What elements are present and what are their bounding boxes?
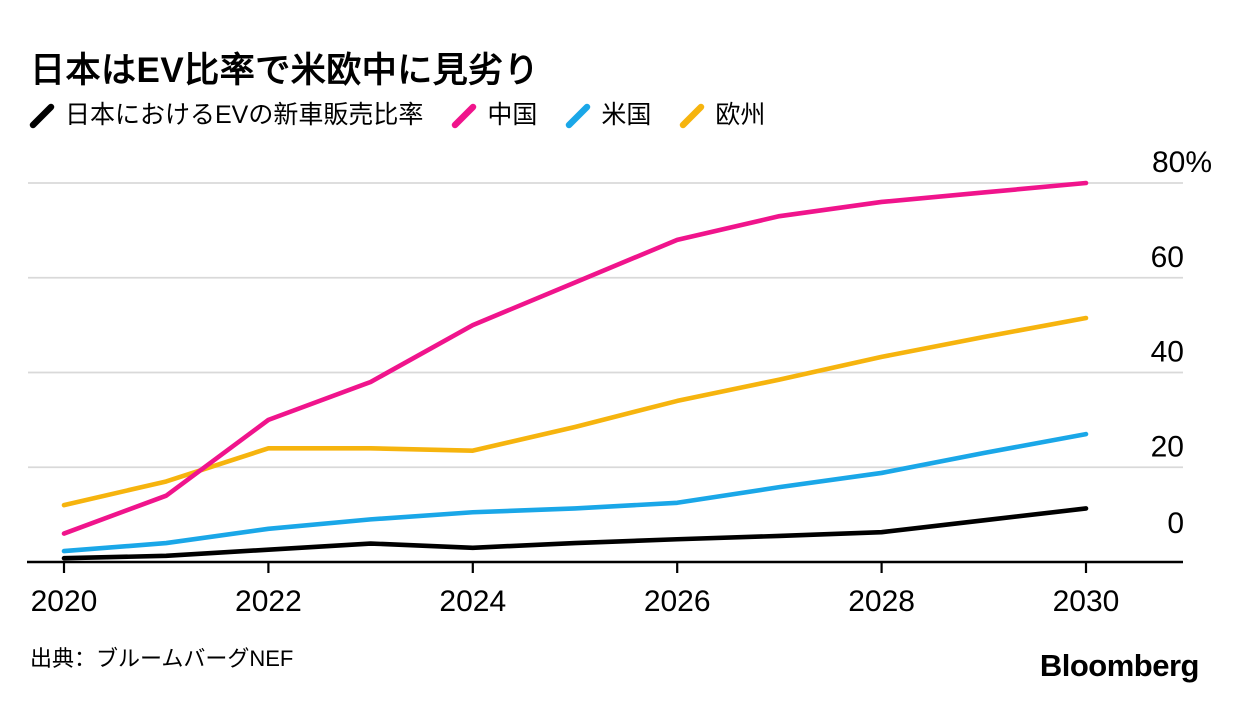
line-swatch-icon bbox=[566, 103, 591, 129]
line-swatch-icon bbox=[452, 103, 477, 129]
legend-item-japan: 日本におけるEVの新車販売比率 bbox=[28, 100, 423, 130]
bloomberg-logo: Bloomberg bbox=[1039, 648, 1200, 683]
series-line-china bbox=[61, 180, 1089, 536]
legend-label-japan: 日本におけるEVの新車販売比率 bbox=[65, 101, 424, 129]
x-axis-label-2030: 2030 bbox=[1053, 585, 1120, 618]
y-axis-label-20: 20 bbox=[1151, 430, 1184, 463]
source-note: 出典：ブルームバーグNEF bbox=[30, 646, 294, 671]
y-axis-label-0: 0 bbox=[1167, 507, 1184, 540]
legend-label-us: 米国 bbox=[601, 101, 652, 129]
series-line-us bbox=[61, 431, 1089, 554]
legend-item-europe: 欧州 bbox=[678, 100, 765, 130]
x-axis-label-2028: 2028 bbox=[848, 585, 915, 618]
legend-item-china: 中国 bbox=[450, 100, 537, 130]
x-axis-label-2022: 2022 bbox=[235, 585, 302, 618]
y-axis-label-80: 80% bbox=[1152, 146, 1212, 179]
x-axis-label-2024: 2024 bbox=[439, 585, 506, 618]
y-axis-label-60: 60 bbox=[1151, 241, 1184, 274]
legend-label-europe: 欧州 bbox=[715, 101, 766, 129]
x-axis-label-2020: 2020 bbox=[31, 585, 98, 618]
legend-item-us: 米国 bbox=[564, 100, 651, 130]
legend-label-china: 中国 bbox=[487, 101, 538, 129]
line-swatch-icon bbox=[29, 103, 55, 129]
line-swatch-icon bbox=[680, 103, 705, 129]
x-axis-label-2026: 2026 bbox=[644, 585, 711, 618]
legend: 日本におけるEVの新車販売比率 中国 米国 欧州 bbox=[28, 100, 765, 130]
series-line-japan bbox=[61, 506, 1089, 561]
series-line-europe bbox=[61, 315, 1089, 508]
y-axis-label-40: 40 bbox=[1151, 336, 1184, 369]
page-title: 日本はEV比率で米欧中に見劣り bbox=[30, 51, 540, 91]
